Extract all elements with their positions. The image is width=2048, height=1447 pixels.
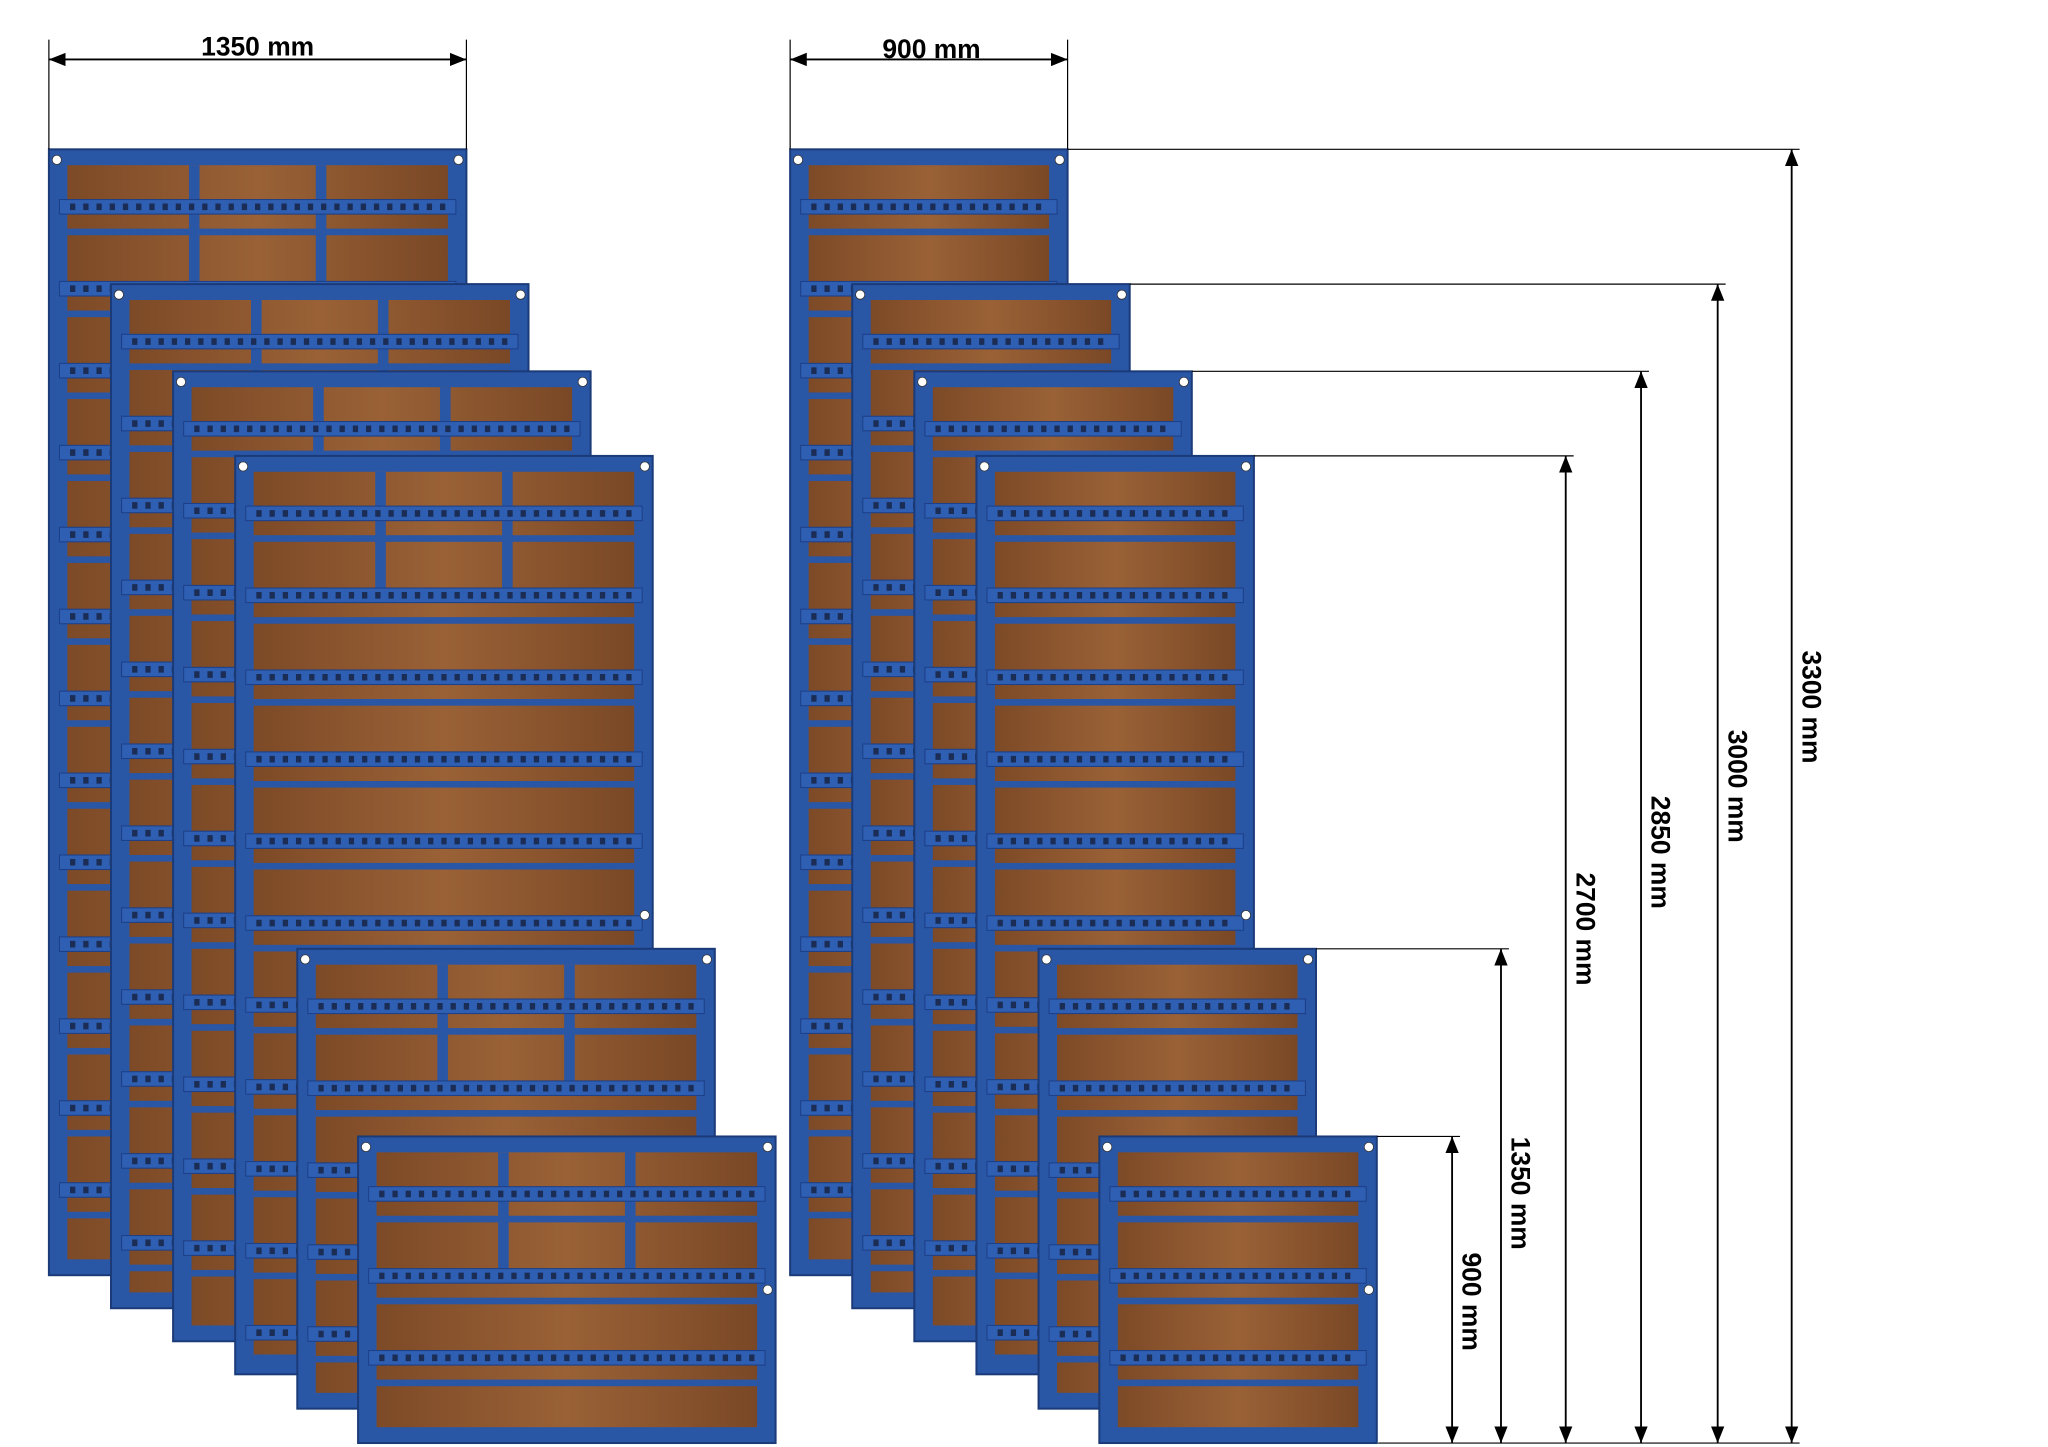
panel-rib (1048, 1080, 1306, 1097)
bolt (917, 376, 928, 387)
panel-rib (986, 751, 1244, 767)
panel-rib (924, 421, 1182, 437)
rib-lower (1057, 1028, 1298, 1035)
rib-lower (994, 862, 1236, 870)
panel-post (439, 387, 451, 507)
bolt (762, 1284, 773, 1295)
bolt (453, 154, 464, 165)
rib-lower (253, 699, 635, 706)
bolt (360, 1142, 372, 1153)
height-label: 2700 mm (1570, 872, 1600, 985)
width-label: 1350 mm (201, 31, 314, 61)
panel-post (315, 165, 327, 285)
panel-post (377, 299, 389, 419)
rib-lower (253, 535, 635, 542)
panel-rib (862, 333, 1120, 350)
formwork-panel (357, 1135, 777, 1445)
bolt (1240, 910, 1251, 921)
rib-lower (376, 1215, 758, 1223)
height-label: 3000 mm (1722, 730, 1752, 843)
bolt (577, 376, 588, 387)
rib-lower (994, 617, 1236, 624)
panel-post (375, 471, 386, 591)
bolt (639, 910, 650, 921)
panel-post (188, 165, 200, 285)
height-label: 3300 mm (1796, 650, 1826, 763)
rib-lower (376, 1379, 758, 1387)
panel-rib (1109, 1186, 1367, 1202)
bolt (113, 289, 124, 300)
rib-lower (1057, 1110, 1298, 1117)
panel-post (437, 964, 448, 1084)
bolt (1116, 289, 1127, 300)
rib-lower (129, 363, 511, 371)
panel-rib (986, 587, 1244, 604)
rib-lower (315, 1028, 697, 1035)
panel-rib (1048, 998, 1306, 1015)
width-label: 900 mm (882, 34, 980, 64)
panel-post (502, 471, 513, 591)
bolt (701, 954, 712, 965)
panel-rib (800, 199, 1058, 215)
bolt (1178, 376, 1189, 387)
rib-lower (315, 1110, 697, 1117)
rib-lower (376, 1297, 758, 1305)
panel-post (498, 1152, 509, 1272)
height-label: 900 mm (1457, 1252, 1487, 1350)
rib-lower (1117, 1297, 1359, 1305)
rib-lower (994, 780, 1236, 788)
dimensions: 1350 mm 900 mm 3300 mm 3000 mm 2850 mm 2700… (48, 31, 1826, 1444)
rib-lower (808, 228, 1050, 236)
rib-lower (870, 363, 1112, 371)
panel-rib (986, 669, 1244, 686)
rib-lower (191, 450, 573, 458)
panel-post (564, 964, 575, 1084)
bolt (639, 461, 650, 472)
panels (47, 148, 1378, 1445)
rib-lower (1117, 1379, 1359, 1387)
panel-post (313, 387, 324, 507)
panel-rib (986, 833, 1244, 849)
bolt (175, 376, 187, 387)
bolt (1303, 954, 1314, 965)
bolt (1041, 954, 1052, 965)
bolt (1363, 1284, 1374, 1295)
panel-rib (986, 915, 1244, 931)
rib-lower (253, 617, 635, 624)
bolt (793, 154, 804, 165)
rib-lower (67, 228, 448, 236)
rib-lower (994, 699, 1236, 706)
rib-lower (932, 450, 1174, 458)
rib-lower (253, 780, 635, 788)
bolt (762, 1142, 773, 1153)
panel-rib (1109, 1350, 1367, 1366)
panel-post (624, 1152, 636, 1272)
bolt (238, 461, 249, 472)
panel-rib (1109, 1268, 1367, 1284)
bolt (1054, 154, 1065, 165)
rib-lower (1117, 1215, 1359, 1223)
bolt (515, 289, 526, 300)
bolt (51, 154, 62, 165)
height-label: 2850 mm (1646, 796, 1676, 909)
panel-post (251, 299, 262, 419)
height-label: 1350 mm (1506, 1137, 1536, 1250)
bolt (979, 461, 990, 472)
bolt (1240, 461, 1251, 472)
bolt (1363, 1142, 1374, 1153)
rib-lower (253, 862, 635, 870)
bolt (1102, 1142, 1113, 1153)
panel-rib (986, 505, 1244, 522)
rib-lower (994, 535, 1236, 542)
bolt (300, 954, 311, 965)
bolt (855, 289, 866, 300)
formwork-panel (1098, 1135, 1378, 1445)
